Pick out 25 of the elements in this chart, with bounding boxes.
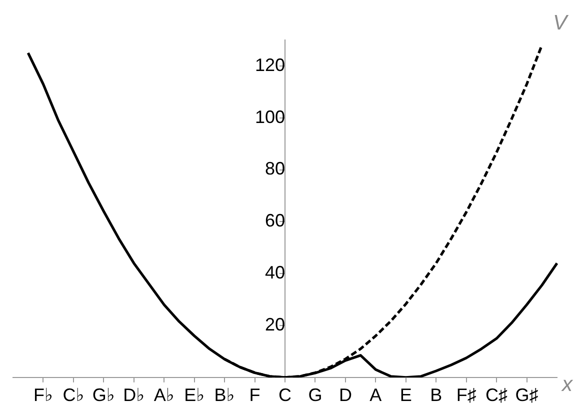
- y-tick-label: 100: [254, 106, 285, 127]
- x-tick-label: E♭: [184, 385, 205, 406]
- x-tick-label: E: [400, 385, 412, 406]
- x-tick-label: A: [370, 385, 382, 406]
- x-tick-label: B: [430, 385, 442, 406]
- x-tick-label: F♭: [33, 385, 53, 406]
- y-tick-label: 80: [264, 158, 285, 179]
- x-tick-label: G♭: [92, 385, 115, 406]
- y-axis-title: V: [552, 11, 569, 34]
- y-tick-label: 20: [264, 314, 285, 334]
- x-axis-title: x: [561, 373, 574, 396]
- x-tick-label: A♭: [154, 385, 174, 406]
- x-tick-label: C: [278, 385, 292, 406]
- x-tick-label: D: [338, 385, 352, 406]
- x-tick-label: G♯: [515, 385, 538, 406]
- x-tick-label: B♭: [214, 385, 235, 406]
- x-tick-label: F: [249, 385, 260, 406]
- x-tick-label: F♯: [456, 385, 476, 406]
- y-tick-label: 60: [264, 210, 285, 231]
- x-tick-label: C♭: [62, 385, 84, 406]
- y-tick-label: 120: [254, 54, 285, 75]
- x-tick-label: D♭: [123, 385, 145, 406]
- x-tick-label: G: [308, 385, 322, 406]
- y-tick-label: 40: [264, 262, 285, 283]
- x-tick-label: C♯: [486, 385, 508, 406]
